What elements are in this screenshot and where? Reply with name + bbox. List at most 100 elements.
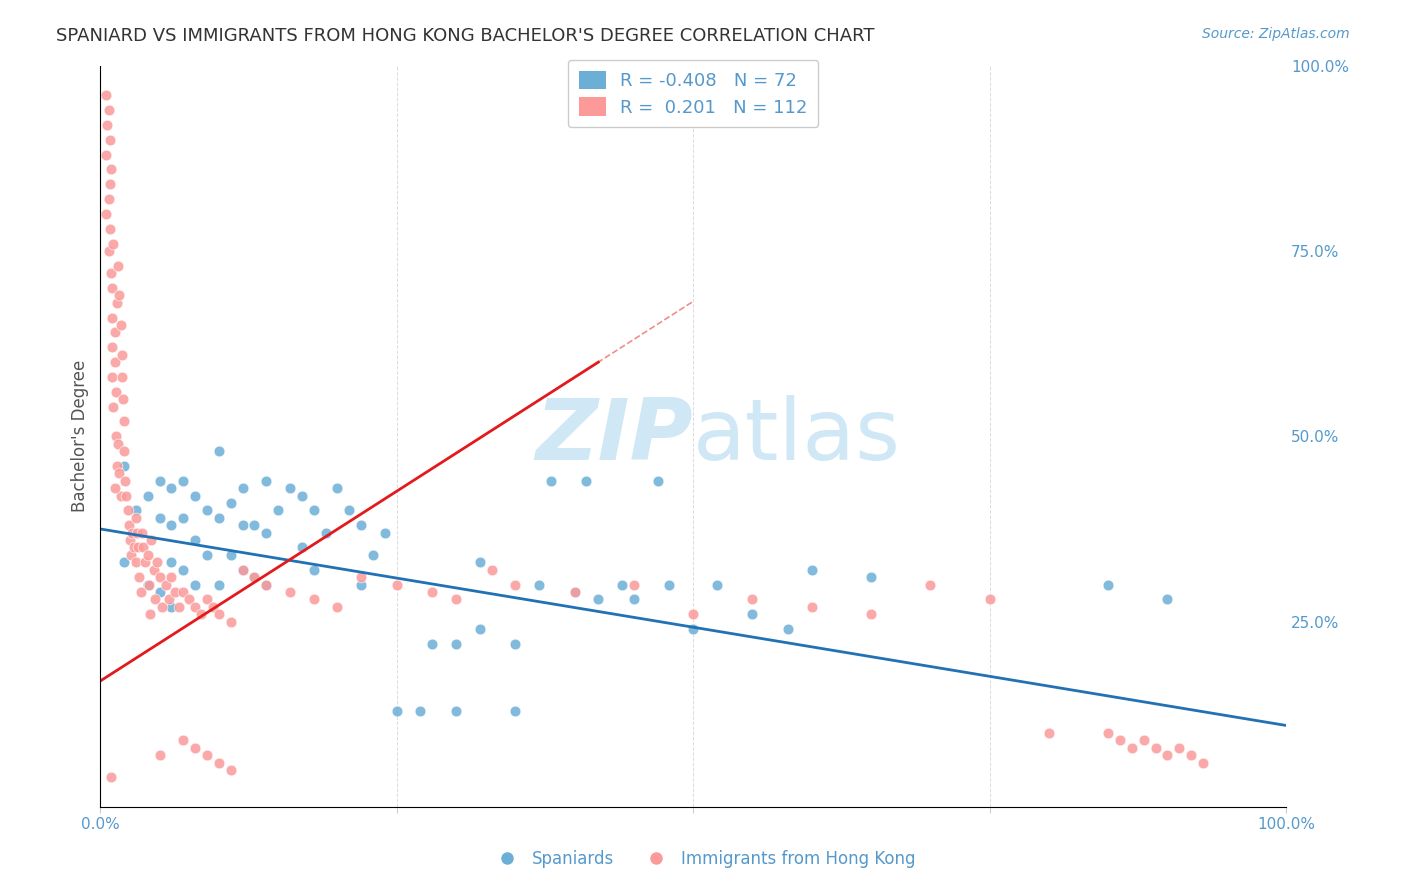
Point bbox=[108, 288, 131, 302]
Point bbox=[179, 592, 201, 607]
Point bbox=[172, 733, 194, 747]
Point bbox=[160, 555, 183, 569]
Point bbox=[409, 704, 432, 718]
Point bbox=[267, 503, 290, 517]
Point bbox=[232, 563, 254, 577]
Point bbox=[160, 481, 183, 495]
Point bbox=[859, 607, 882, 622]
Point bbox=[374, 525, 396, 540]
Point bbox=[112, 555, 135, 569]
Point bbox=[125, 555, 148, 569]
Point bbox=[118, 533, 141, 547]
Point bbox=[219, 496, 242, 510]
Point bbox=[104, 429, 127, 443]
Point bbox=[1097, 726, 1119, 740]
Point bbox=[208, 756, 231, 770]
Point bbox=[155, 577, 177, 591]
Point bbox=[979, 592, 1001, 607]
Point bbox=[105, 458, 128, 473]
Point bbox=[157, 592, 180, 607]
Point bbox=[219, 763, 242, 777]
Point bbox=[444, 592, 467, 607]
Point bbox=[208, 511, 231, 525]
Point bbox=[101, 370, 124, 384]
Point bbox=[505, 637, 527, 651]
Text: ZIP: ZIP bbox=[536, 395, 693, 478]
Point bbox=[132, 541, 155, 555]
Point bbox=[706, 577, 728, 591]
Point bbox=[588, 592, 610, 607]
Point bbox=[149, 474, 172, 488]
Point bbox=[575, 474, 598, 488]
Point bbox=[420, 637, 443, 651]
Point bbox=[149, 570, 172, 584]
Point bbox=[103, 481, 125, 495]
Point bbox=[326, 481, 349, 495]
Point bbox=[741, 592, 763, 607]
Point bbox=[115, 489, 138, 503]
Point bbox=[468, 622, 491, 636]
Point bbox=[127, 525, 149, 540]
Point bbox=[232, 518, 254, 533]
Point bbox=[111, 348, 134, 362]
Point bbox=[859, 570, 882, 584]
Point bbox=[96, 88, 118, 103]
Point bbox=[623, 577, 645, 591]
Point bbox=[564, 585, 586, 599]
Point bbox=[111, 392, 134, 407]
Point bbox=[131, 525, 153, 540]
Point bbox=[278, 585, 301, 599]
Point bbox=[361, 548, 384, 562]
Point bbox=[136, 489, 159, 503]
Point bbox=[208, 444, 231, 458]
Point bbox=[142, 563, 165, 577]
Point bbox=[800, 563, 823, 577]
Point bbox=[195, 548, 218, 562]
Point bbox=[1038, 726, 1060, 740]
Point bbox=[112, 444, 135, 458]
Point bbox=[100, 266, 122, 280]
Point bbox=[385, 577, 408, 591]
Point bbox=[98, 133, 121, 147]
Point bbox=[117, 503, 139, 517]
Point bbox=[127, 541, 149, 555]
Legend: Spaniards, Immigrants from Hong Kong: Spaniards, Immigrants from Hong Kong bbox=[484, 844, 922, 875]
Point bbox=[149, 511, 172, 525]
Point bbox=[101, 340, 124, 354]
Point bbox=[103, 326, 125, 340]
Point bbox=[146, 555, 169, 569]
Point bbox=[208, 607, 231, 622]
Point bbox=[195, 503, 218, 517]
Point bbox=[172, 474, 194, 488]
Point bbox=[101, 281, 124, 295]
Point bbox=[112, 458, 135, 473]
Point bbox=[107, 259, 129, 273]
Point bbox=[337, 503, 360, 517]
Point bbox=[195, 592, 218, 607]
Point bbox=[505, 577, 527, 591]
Point bbox=[103, 400, 125, 414]
Point bbox=[139, 607, 162, 622]
Point bbox=[254, 525, 277, 540]
Point bbox=[682, 607, 704, 622]
Point bbox=[254, 577, 277, 591]
Point bbox=[254, 577, 277, 591]
Point bbox=[232, 481, 254, 495]
Point bbox=[208, 577, 231, 591]
Point bbox=[160, 570, 183, 584]
Point bbox=[647, 474, 669, 488]
Point bbox=[136, 548, 159, 562]
Point bbox=[98, 178, 121, 192]
Point bbox=[350, 518, 373, 533]
Point bbox=[1168, 740, 1191, 755]
Point bbox=[184, 489, 207, 503]
Point bbox=[682, 622, 704, 636]
Point bbox=[150, 599, 173, 614]
Point bbox=[100, 162, 122, 177]
Point bbox=[96, 147, 118, 161]
Point bbox=[172, 563, 194, 577]
Point bbox=[623, 592, 645, 607]
Point bbox=[540, 474, 562, 488]
Point bbox=[315, 525, 337, 540]
Point bbox=[122, 541, 145, 555]
